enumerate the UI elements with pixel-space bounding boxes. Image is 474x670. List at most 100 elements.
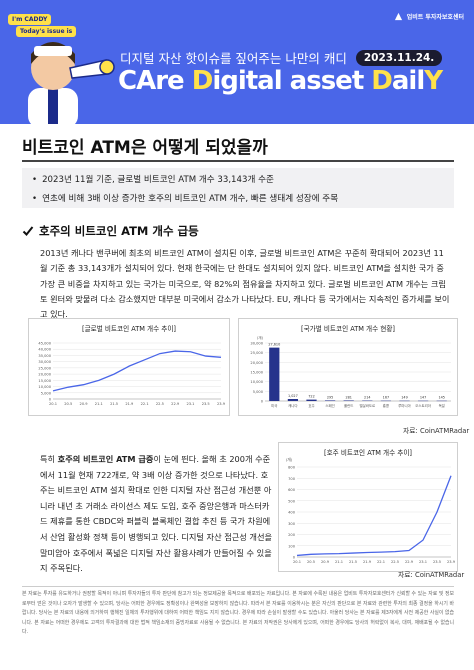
chart-global-atm-trend: [글로벌 비트코인 ATM 개수 추이] 0 5,000 10,000 15,000 2… xyxy=(28,318,230,416)
x-tick-label: 20.9 xyxy=(321,560,330,564)
x-tick-label: 홍콩 xyxy=(383,403,389,408)
bar xyxy=(324,400,336,401)
x-tick-label: 22.9 xyxy=(171,402,180,406)
tagline-text: 디지털 자산 핫이슈를 짚어주는 나만의 캐디 xyxy=(120,51,347,66)
summary-item: 2023년 11월 기준, 글로벌 비트코인 ATM 개수 33,143개 수준 xyxy=(32,171,444,190)
brand-part: D xyxy=(191,66,214,96)
bar-value-label: 1,027 xyxy=(288,394,298,398)
brand-part: igital asset xyxy=(212,66,372,96)
bar xyxy=(269,347,280,401)
x-tick-label: 호주 xyxy=(308,403,314,408)
x-tick-label: 23.1 xyxy=(419,560,427,564)
checkmark-icon xyxy=(22,226,34,236)
y-tick-label: 30,000 xyxy=(38,360,51,364)
para2-post: 이 눈에 띈다. 올해 초 200개 수준에서 11월 현재 722개로, 약 … xyxy=(40,454,273,574)
series-line xyxy=(296,475,452,557)
series-line xyxy=(52,350,222,392)
x-tick-label: 23.9 xyxy=(447,560,456,564)
x-tick-label: 21.5 xyxy=(349,560,357,564)
y-tick-label: 500 xyxy=(288,499,296,503)
y-tick-label: 20,000 xyxy=(38,373,51,377)
para2-highlight: 호주의 비트코인 ATM 급증 xyxy=(57,454,154,464)
x-tick-label: 폴란드 xyxy=(344,403,353,408)
bar-value-label: 27,610 xyxy=(268,343,280,347)
chart-country-atm: [국가별 비트코인 ATM 개수 현황] (개) 0 5,000 10,000 15,0… xyxy=(238,318,458,416)
section-heading: 호주의 비트코인 ATM 개수 급등 xyxy=(22,223,199,239)
y-tick-label: 20,000 xyxy=(250,361,263,365)
x-tick-label: 21.9 xyxy=(125,402,134,406)
upbit-logo-icon xyxy=(394,12,402,21)
logo-text: 업비트 투자자보호센터 xyxy=(406,14,464,21)
x-tick-label: 엘살바도르 xyxy=(359,403,375,408)
disclaimer-text: 본 자료는 투자를 유도하거나 권장할 목적이 아니며 투자자들의 투자 판단에… xyxy=(22,591,454,636)
issue-date-badge: 2023.11.24. xyxy=(355,49,443,66)
x-tick-label: 루마니아 xyxy=(398,403,411,408)
x-tick-label: 21.1 xyxy=(95,402,103,406)
x-tick-label: 23.1 xyxy=(186,402,194,406)
y-tick-label: 45,000 xyxy=(38,342,51,346)
y-tick-label: 0 xyxy=(261,400,264,404)
y-tick-label: 10,000 xyxy=(38,385,51,389)
chart-title: [국가별 비트코인 ATM 개수 현황] xyxy=(301,325,395,333)
x-tick-label: 22.9 xyxy=(405,560,414,564)
bar-value-label: 295 xyxy=(327,395,333,399)
para2-pre: 특히 xyxy=(40,454,58,464)
chart-country-atm-svg: (개) 0 5,000 10,000 15,000 20,000 25,000 30,000 2… xyxy=(250,335,451,408)
x-tick-label: 20.5 xyxy=(307,560,315,564)
y-tick-label: 300 xyxy=(288,522,296,526)
x-tick-label: 23.9 xyxy=(217,402,226,406)
bar-value-label: 167 xyxy=(383,396,389,400)
x-tick-label: 스페인 xyxy=(325,403,334,408)
y-tick-label: 0 xyxy=(293,556,296,560)
x-tick-label: 22.5 xyxy=(391,560,399,564)
x-tick-label: 23.5 xyxy=(433,560,441,564)
x-tick-label: 캐나다 xyxy=(288,403,298,408)
x-tick-label: 21.9 xyxy=(363,560,372,564)
y-tick-label: 25,000 xyxy=(38,366,51,370)
x-tick-label: 21.1 xyxy=(335,560,343,564)
summary-box: 2023년 11월 기준, 글로벌 비트코인 ATM 개수 33,143개 수준… xyxy=(22,168,454,208)
bar xyxy=(343,400,354,401)
brand-part: D xyxy=(371,66,393,96)
y-tick-label: 100 xyxy=(288,544,296,548)
y-tick-label: 5,000 xyxy=(253,390,264,394)
y-tick-label: 0 xyxy=(49,398,52,402)
y-tick-label: 15,000 xyxy=(38,379,51,383)
y-tick-label: 25,000 xyxy=(250,351,263,355)
y-tick-label: 600 xyxy=(288,488,296,492)
y-tick-label: 40,000 xyxy=(38,348,51,352)
brand-part: CAre xyxy=(118,66,192,96)
x-tick-label: 21.5 xyxy=(110,402,118,406)
y-tick-label: 5,000 xyxy=(41,391,52,395)
bar-value-label: 145 xyxy=(438,396,444,400)
bar-value-label: 281 xyxy=(345,395,351,399)
upbit-logo: 업비트 투자자보호센터 xyxy=(394,12,464,21)
chart-global-atm-svg: 0 5,000 10,000 15,000 20,000 25,000 30,000 35,0… xyxy=(38,342,226,407)
x-tick-label: 20.9 xyxy=(80,402,89,406)
bar-value-label: 147 xyxy=(420,396,426,400)
chart-australia-atm-svg: (개) 0 100 200 300 400 500 600 700 800 20.1 20.5 20.9… xyxy=(286,457,456,564)
header-banner: I'm CADDY Today's issue is 업비트 투자자보호센터 디… xyxy=(0,0,474,124)
chart-title: [글로벌 비트코인 ATM 개수 추이] xyxy=(82,325,176,333)
x-tick-label: 22.1 xyxy=(141,402,149,406)
bar-value-label: 149 xyxy=(401,396,407,400)
body-paragraph-2: 특히 호주의 비트코인 ATM 급증이 눈에 띈다. 올해 초 200개 수준에… xyxy=(40,452,272,577)
bar xyxy=(306,399,317,401)
y-tick-label: 200 xyxy=(288,533,296,537)
mascot-name-badge: I'm CADDY xyxy=(8,14,52,25)
y-tick-label: 10,000 xyxy=(250,380,263,384)
newsletter-tagline: 디지털 자산 핫이슈를 짚어주는 나만의 캐디 2023.11.24. xyxy=(120,48,443,67)
chart-title: [호주 비트코인 ATM 개수 추이] xyxy=(324,449,412,457)
y-tick-label: 15,000 xyxy=(250,371,263,375)
brand-part: Y xyxy=(424,66,443,96)
bar-value-label: 722 xyxy=(308,395,314,399)
summary-item: 연초에 비해 3배 이상 증가한 호주의 비트코인 ATM 개수, 빠른 생태계… xyxy=(32,190,444,209)
brand-part: ail xyxy=(391,66,425,96)
unit-label: (개) xyxy=(286,457,293,462)
x-tick-label: 20.1 xyxy=(49,402,57,406)
bar-value-label: 214 xyxy=(364,396,370,400)
x-tick-label: 22.5 xyxy=(156,402,164,406)
y-tick-label: 800 xyxy=(288,466,296,470)
x-tick-label: 미국 xyxy=(271,403,277,408)
y-tick-label: 35,000 xyxy=(38,354,51,358)
